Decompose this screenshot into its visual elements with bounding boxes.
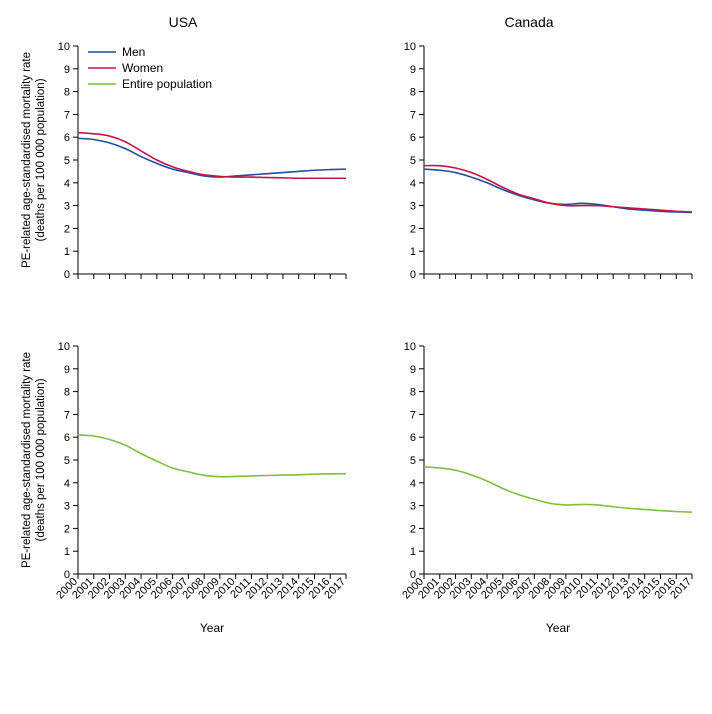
ytick-label: 10 <box>404 341 416 353</box>
ytick-label: 9 <box>410 364 416 376</box>
ytick-label: 5 <box>64 155 70 167</box>
ytick-label: 8 <box>64 87 70 99</box>
ytick-label: 3 <box>64 501 70 513</box>
ytick-label: 0 <box>410 269 416 281</box>
series-men <box>424 169 692 212</box>
ytick-label: 7 <box>64 409 70 421</box>
ytick-label: 3 <box>410 501 416 513</box>
ytick-label: 3 <box>410 201 416 213</box>
panel-wrap-usa-sex: 0 1 2 3 4 5 6 7 8 9 10 Men Women Entire population PE-… <box>10 34 356 334</box>
panel-usa-sex: 0 1 2 3 4 5 6 7 8 9 10 Men Women Entire population PE-… <box>10 34 356 334</box>
ylabel-line2: (deaths per 100 000 population) <box>35 378 47 541</box>
ytick-label: 2 <box>410 223 416 235</box>
panel-wrap-canada-sex: 0 1 2 3 4 5 6 7 8 9 10 <box>356 34 702 334</box>
ytick-label: 6 <box>410 132 416 144</box>
ytick-label: 6 <box>64 132 70 144</box>
ytick-label: 3 <box>64 201 70 213</box>
ytick-label: 4 <box>64 178 70 190</box>
ytick-label: 4 <box>410 478 416 490</box>
ytick-label: 7 <box>410 409 416 421</box>
ytick-label: 2 <box>64 523 70 535</box>
ylabel-line1: PE-related age-standardised mortality ra… <box>21 352 33 568</box>
series-entire <box>424 467 692 512</box>
ytick-label: 9 <box>410 64 416 76</box>
xlabel: Year <box>200 621 224 635</box>
ytick-label: 6 <box>410 432 416 444</box>
panel-wrap-canada-all: 0123456789102000200120022003200420052006… <box>356 334 702 654</box>
ytick-label: 9 <box>64 64 70 76</box>
series-men <box>78 138 346 177</box>
ytick-label: 5 <box>64 455 70 467</box>
ytick-label: 2 <box>410 523 416 535</box>
ytick-label: 8 <box>410 387 416 399</box>
ytick-label: 5 <box>410 455 416 467</box>
legend-label-men: Men <box>122 45 145 59</box>
ytick-label: 10 <box>58 341 70 353</box>
ytick-label: 0 <box>64 269 70 281</box>
ytick-label: 7 <box>410 109 416 121</box>
ylabel-line2: (deaths per 100 000 population) <box>35 78 47 241</box>
legend-label-women: Women <box>122 61 163 75</box>
legend-label-entire: Entire population <box>122 77 212 91</box>
xlabel: Year <box>546 621 570 635</box>
ytick-label: 7 <box>64 109 70 121</box>
panel-title-usa-sex: USA <box>10 10 356 34</box>
chart-grid: USACanada012345678910MenWomenEntire popu… <box>10 10 702 654</box>
ytick-label: 8 <box>410 87 416 99</box>
ytick-label: 1 <box>64 246 70 258</box>
series-women <box>424 166 692 212</box>
ytick-label: 9 <box>64 364 70 376</box>
panel-canada-all: 0123456789102000200120022003200420052006… <box>356 334 702 654</box>
ytick-label: 1 <box>64 546 70 558</box>
ytick-label: 2 <box>64 223 70 235</box>
ytick-label: 8 <box>64 387 70 399</box>
panel-title-canada-sex: Canada <box>356 10 702 34</box>
series-entire <box>78 435 346 477</box>
ytick-label: 4 <box>410 178 416 190</box>
ytick-label: 1 <box>410 246 416 258</box>
panel-usa-all: 0123456789102000200120022003200420052006… <box>10 334 356 654</box>
ytick-label: 10 <box>404 41 416 53</box>
ytick-label: 6 <box>64 432 70 444</box>
ytick-label: 1 <box>410 546 416 558</box>
ytick-label: 10 <box>58 41 70 53</box>
ytick-label: 5 <box>410 155 416 167</box>
panel-canada-sex: 0 1 2 3 4 5 6 7 8 9 10 <box>356 34 702 334</box>
panel-wrap-usa-all: 0123456789102000200120022003200420052006… <box>10 334 356 654</box>
ylabel-line1: PE-related age-standardised mortality ra… <box>21 52 33 268</box>
ytick-label: 4 <box>64 478 70 490</box>
